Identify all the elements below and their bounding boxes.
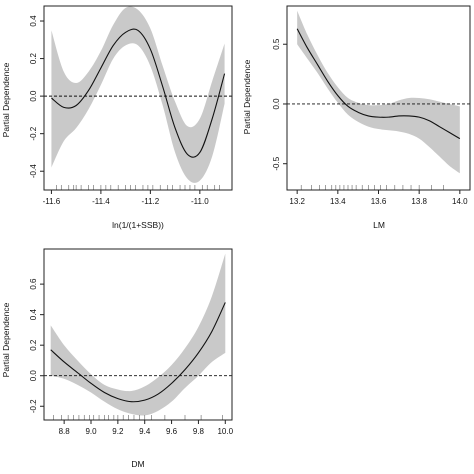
y-tick-label: 0.0 bbox=[29, 90, 38, 102]
panel-dm: 8.8 9.0 9.2 9.4 9.6 9.8 10.0 -0.2 0.0 0.2 0.4 0.6 D… bbox=[1, 248, 234, 469]
x-tick-label: 13.2 bbox=[289, 197, 305, 206]
x-tick-label: 9.6 bbox=[166, 427, 178, 436]
y-tick-label: 0.2 bbox=[29, 339, 38, 351]
x-tick-label: -11.4 bbox=[92, 197, 110, 206]
x-axis-label: ln(1/(1+SSB)) bbox=[112, 220, 164, 230]
x-tick-label: 13.8 bbox=[411, 197, 427, 206]
y-axis-label: Partial Dependence bbox=[1, 302, 11, 377]
y-tick-label: -0.2 bbox=[29, 126, 38, 140]
partial-dependence-line bbox=[51, 28, 226, 158]
confidence-band-area bbox=[50, 253, 226, 416]
x-tick-label: -11.0 bbox=[191, 197, 209, 206]
y-tick-label: -0.5 bbox=[272, 156, 281, 170]
fitted-curve bbox=[50, 302, 226, 403]
y-tick-label: 0.4 bbox=[29, 15, 38, 27]
y-tick-label: -0.2 bbox=[29, 399, 38, 413]
y-tick-label: -0.4 bbox=[29, 164, 38, 178]
partial-dependence-line bbox=[296, 28, 461, 140]
y-tick-label: 0.4 bbox=[29, 309, 38, 321]
y-tick-label: 0.5 bbox=[272, 38, 281, 50]
x-tick-label: -11.2 bbox=[142, 197, 160, 206]
rug-ticks bbox=[300, 185, 444, 190]
x-tick-label: 8.8 bbox=[59, 427, 71, 436]
x-tick-label: 9.8 bbox=[193, 427, 205, 436]
y-tick-label: 0.0 bbox=[29, 370, 38, 382]
axes: 8.8 9.0 9.2 9.4 9.6 9.8 10.0 -0.2 0.0 0.2 0.4 0.6 bbox=[29, 248, 234, 436]
x-tick-label: 14.0 bbox=[452, 197, 468, 206]
axes: -11.6 -11.4 -11.2 -11.0 -0.4 -0.2 0.0 0.2 0.4 bbox=[29, 5, 233, 206]
fitted-curve bbox=[51, 28, 226, 158]
x-tick-label: 13.4 bbox=[330, 197, 346, 206]
x-tick-label: 9.2 bbox=[112, 427, 124, 436]
y-axis-label: Partial Dependence bbox=[242, 59, 252, 134]
confidence-band-area bbox=[51, 6, 225, 183]
x-tick-label: 9.4 bbox=[139, 427, 151, 436]
plot-frame bbox=[43, 248, 233, 421]
partial-dependence-line bbox=[50, 302, 226, 403]
panel-ssb: -11.6 -11.4 -11.2 -11.0 -0.4 -0.2 0.0 0.2 0.4 ln… bbox=[1, 5, 233, 230]
x-axis-label: DM bbox=[131, 459, 144, 469]
y-axis-label: Partial Dependence bbox=[1, 62, 11, 137]
x-tick-label: 9.0 bbox=[85, 427, 97, 436]
confidence-band-area bbox=[297, 10, 460, 174]
confidence-band bbox=[50, 253, 226, 416]
fitted-curve bbox=[296, 28, 461, 140]
y-tick-label: 0.6 bbox=[29, 278, 38, 290]
y-tick-label: 0.0 bbox=[272, 98, 281, 110]
confidence-band bbox=[51, 6, 225, 183]
rug-ticks bbox=[53, 415, 223, 420]
x-tick-label: -11.6 bbox=[43, 197, 61, 206]
y-tick-label: 0.2 bbox=[29, 52, 38, 64]
axes: 13.2 13.4 13.6 13.8 14.0 -0.5 0.0 0.5 bbox=[272, 5, 471, 206]
confidence-band bbox=[297, 10, 460, 174]
x-tick-label: 10.0 bbox=[217, 427, 233, 436]
x-axis-label: LM bbox=[373, 220, 385, 230]
panel-lm: 13.2 13.4 13.6 13.8 14.0 -0.5 0.0 0.5 LM Partia… bbox=[242, 5, 471, 230]
rug-ticks bbox=[56, 185, 220, 190]
plot-frame bbox=[43, 5, 233, 191]
x-tick-label: 13.6 bbox=[371, 197, 387, 206]
